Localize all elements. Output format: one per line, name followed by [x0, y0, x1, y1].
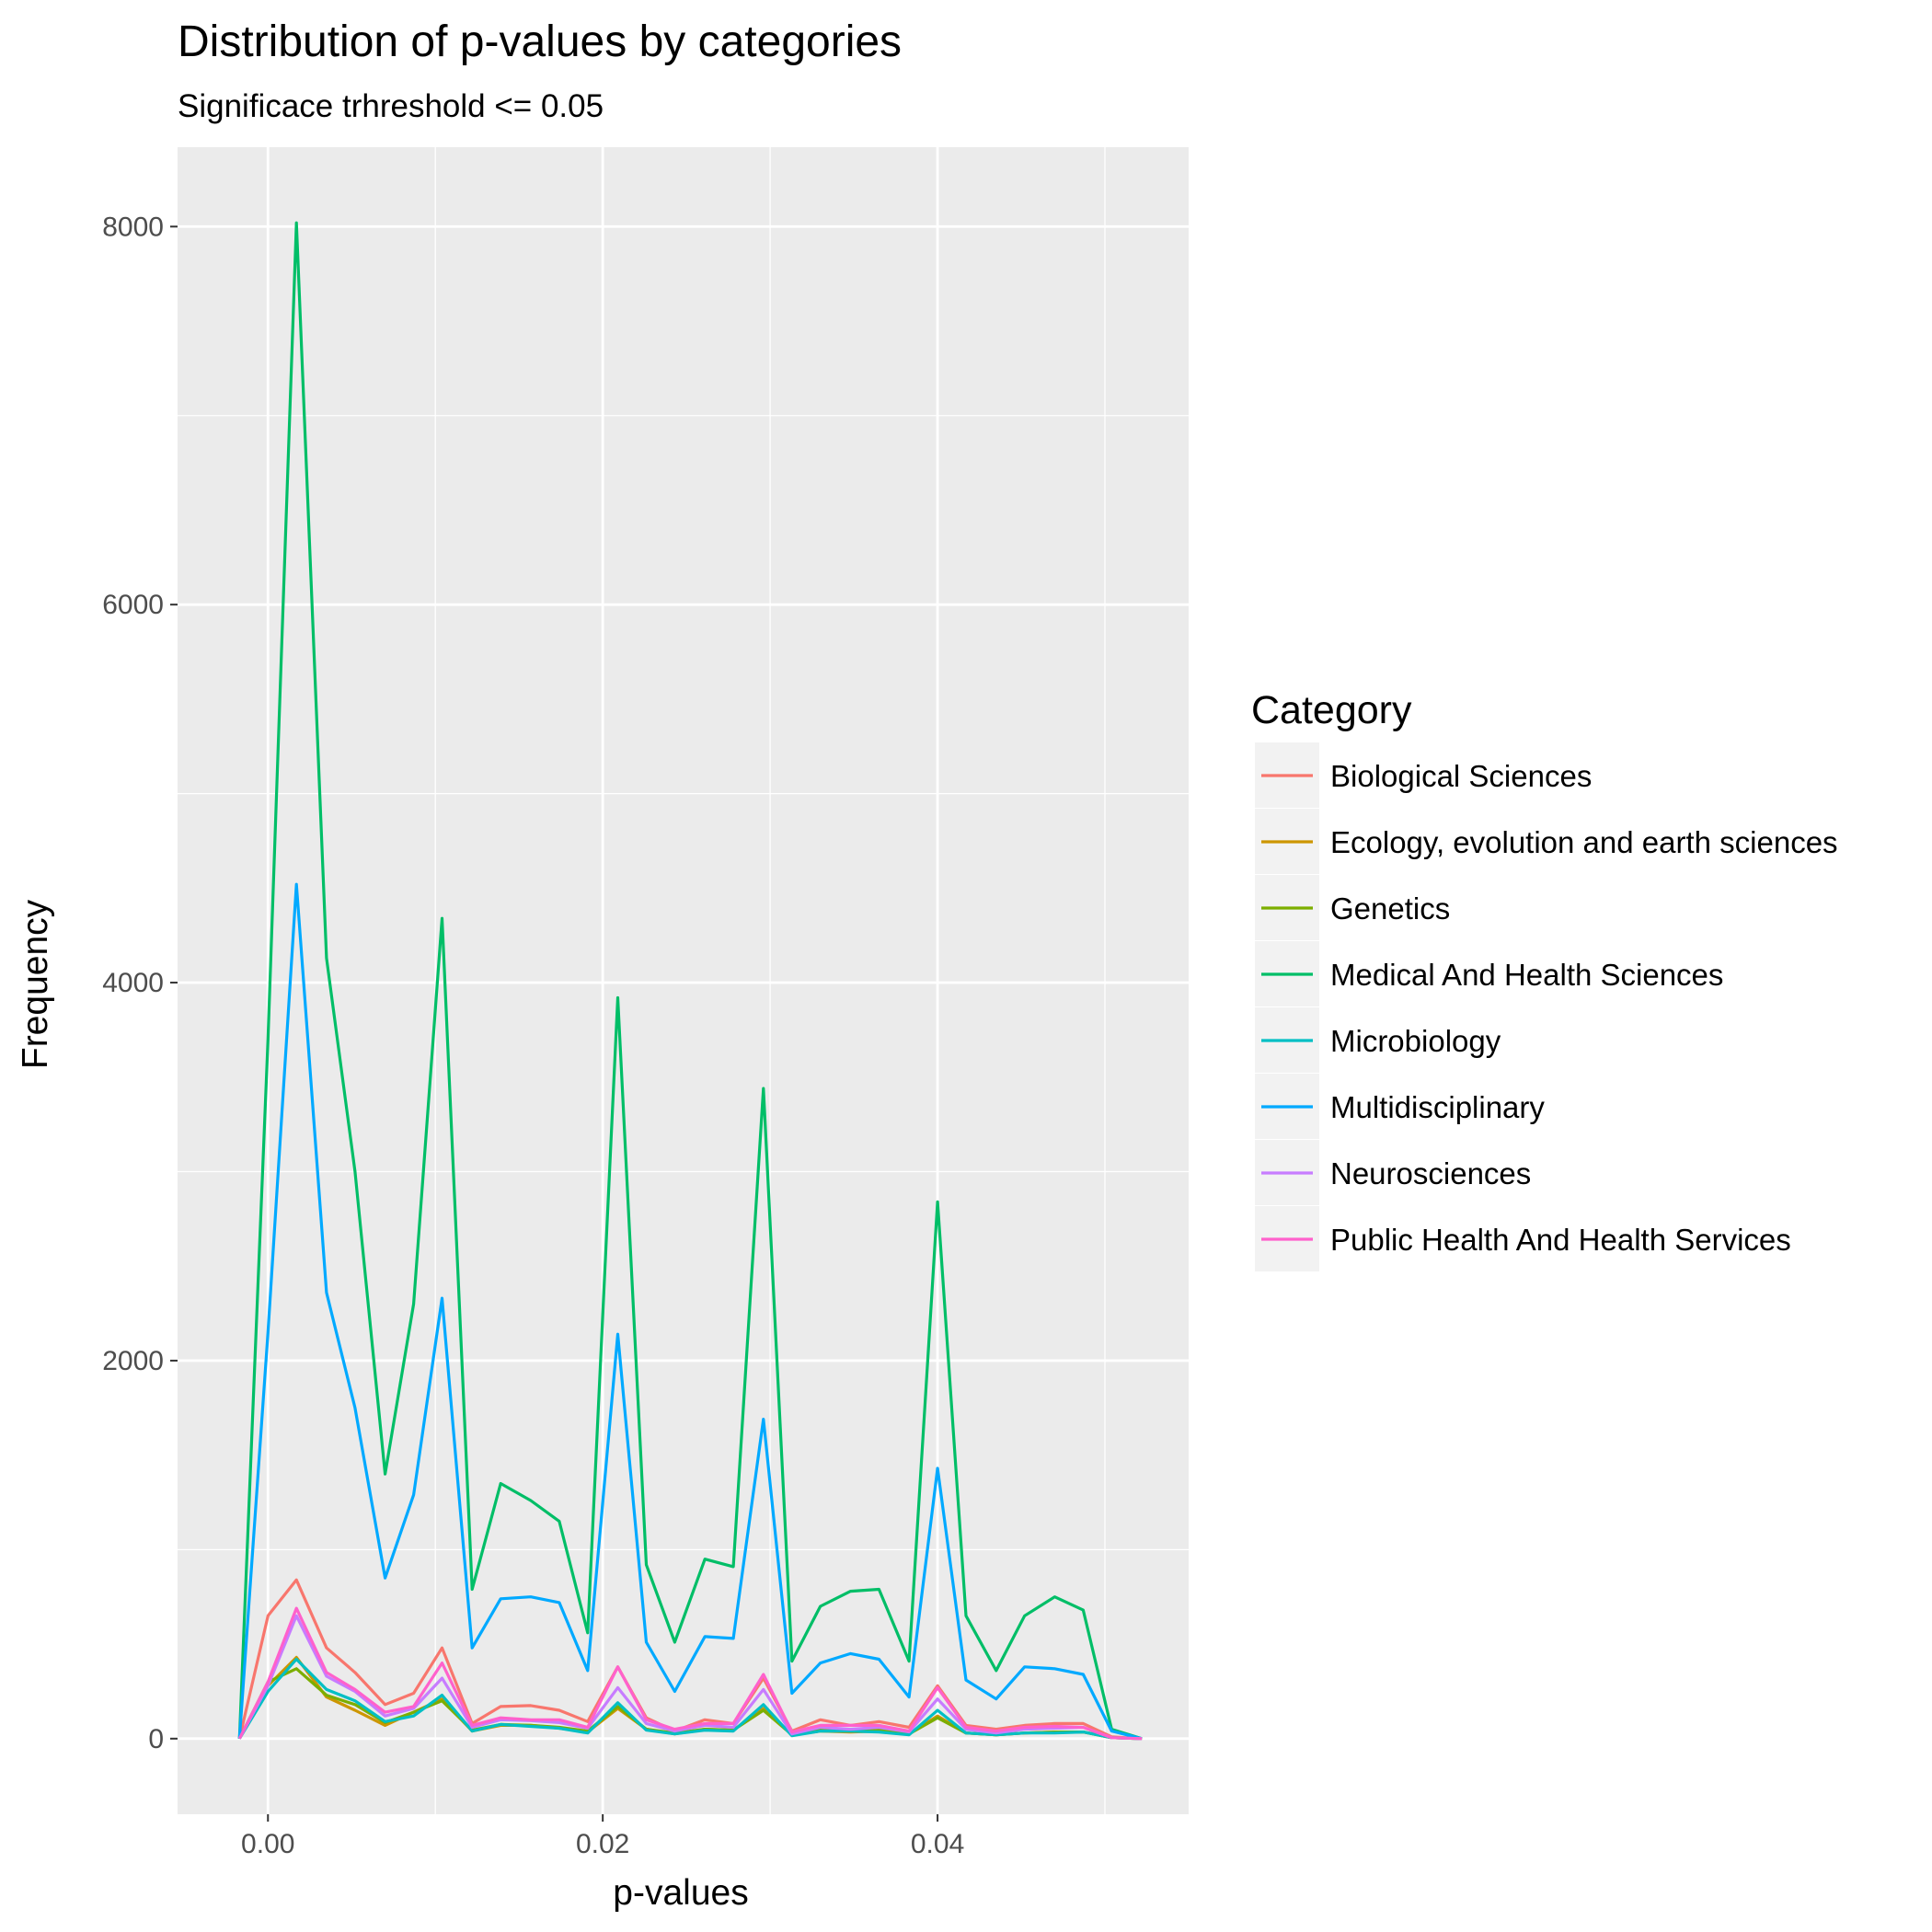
legend-item-medical-and-health-sciences: Medical And Health Sciences — [1255, 941, 1723, 1006]
series-line-multidisciplinary — [237, 882, 1143, 1741]
y-tick-label: 6000 — [102, 590, 164, 620]
x-tick-label: 0.04 — [911, 1829, 964, 1859]
legend-label: Neurosciences — [1330, 1156, 1531, 1190]
y-tick-label: 2000 — [102, 1346, 164, 1376]
x-tick-label: 0.02 — [576, 1829, 629, 1859]
legend-item-public-health-and-health-services: Public Health And Health Services — [1255, 1206, 1791, 1271]
x-axis-title: p-values — [613, 1873, 748, 1913]
legend-item-genetics: Genetics — [1255, 875, 1450, 940]
y-tick-label: 0 — [148, 1724, 164, 1754]
y-axis: 0 2000 4000 6000 8000 — [102, 212, 178, 1754]
legend-item-neurosciences: Neurosciences — [1255, 1140, 1531, 1205]
y-tick-label: 8000 — [102, 212, 164, 242]
series-line-neurosciences — [237, 1614, 1143, 1741]
x-tick-label: 0.00 — [241, 1829, 294, 1859]
plot-panel — [178, 147, 1189, 1814]
legend-label: Multidisciplinary — [1330, 1090, 1545, 1124]
legend-item-microbiology: Microbiology — [1255, 1007, 1501, 1073]
legend-item-biological-sciences: Biological Sciences — [1255, 742, 1592, 808]
major-gridlines — [178, 147, 1189, 1814]
minor-gridlines — [178, 147, 1189, 1814]
legend-label: Medical And Health Sciences — [1330, 958, 1723, 992]
series-line-microbiology — [237, 1657, 1143, 1741]
x-axis: 0.00 0.02 0.04 — [241, 1814, 964, 1859]
legend-title: Category — [1251, 688, 1412, 732]
legend-item-ecology-evolution-and-earth-sciences: Ecology, evolution and earth sciences — [1255, 809, 1838, 874]
legend-label: Genetics — [1330, 891, 1450, 926]
legend-item-multidisciplinary: Multidisciplinary — [1255, 1074, 1545, 1139]
chart-title: Distribution of p-values by categories — [178, 17, 902, 66]
series-lines — [237, 221, 1143, 1741]
legend-label: Biological Sciences — [1330, 759, 1592, 793]
legend-label: Public Health And Health Services — [1330, 1223, 1791, 1257]
chart-subtitle: Significace trhreshold <= 0.05 — [178, 88, 604, 124]
legend-label: Ecology, evolution and earth sciences — [1330, 825, 1838, 859]
y-tick-label: 4000 — [102, 968, 164, 998]
legend: Category Biological Sciences Ecology, evo… — [1251, 688, 1838, 1271]
y-axis-title: Frequency — [16, 899, 55, 1069]
legend-label: Microbiology — [1330, 1024, 1501, 1058]
series-line-public-health-and-health-services — [237, 1606, 1143, 1741]
series-line-medical-and-health-sciences — [237, 221, 1143, 1741]
